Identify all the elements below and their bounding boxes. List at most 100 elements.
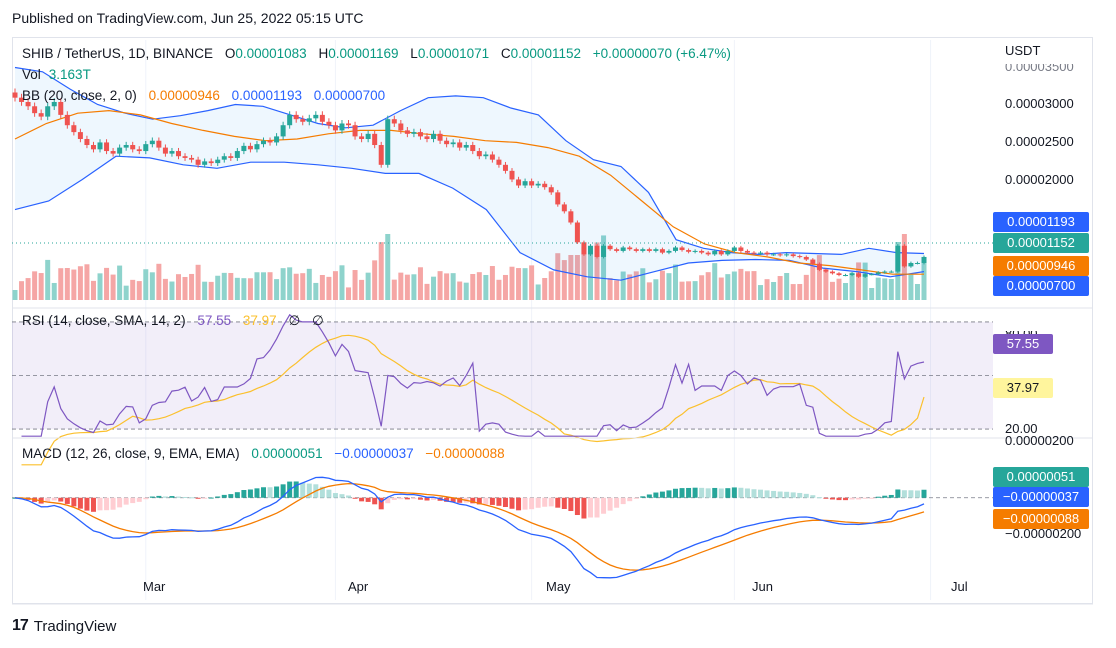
candle-body (306, 118, 312, 122)
volume-bar (437, 271, 443, 300)
macd-hist-bar (614, 497, 620, 508)
volume-bar (581, 246, 587, 300)
macd-hist-bar (97, 497, 103, 511)
macd-hist-bar (771, 490, 777, 498)
volume-bar (228, 272, 234, 300)
candle-body (882, 271, 888, 273)
macd-hist-bar (149, 496, 155, 498)
macd-hist-bar (162, 496, 168, 498)
volume-bar (143, 269, 149, 300)
tradingview-logo[interactable]: 17 TradingView (12, 617, 116, 635)
candle-body (404, 130, 410, 134)
candle-body (372, 133, 378, 146)
macd-hist-bar (156, 495, 162, 498)
macd-hist-bar (738, 487, 744, 498)
candle-body (58, 101, 64, 115)
macd-hist-bar (247, 489, 253, 498)
volume-bar (535, 284, 541, 300)
candle-body (888, 271, 894, 273)
macd-hist-bar (104, 497, 110, 511)
volume-bar (332, 271, 338, 300)
x-tick-label: May (546, 579, 571, 594)
macd-hist-bar (731, 487, 737, 498)
macd-hist-bar (117, 497, 123, 508)
volume-bar (19, 281, 25, 300)
candle-body (816, 263, 822, 270)
macd-hist-bar (90, 497, 96, 512)
volume-bar (561, 260, 567, 300)
volume-bar (97, 273, 103, 300)
bb-legend: BB (20, close, 2, 0) 0.00000946 0.000011… (22, 88, 386, 103)
macd-axis-label: 0.00000200 (1005, 433, 1074, 448)
currency-label: USDT (1005, 43, 1041, 58)
candle-body (411, 132, 417, 134)
macd-hist-bar (444, 497, 450, 502)
volume-bar (457, 281, 463, 300)
macd-hist-bar (699, 487, 705, 498)
candle-body (228, 156, 234, 158)
macd-hist-bar (587, 497, 593, 518)
candle-body (869, 274, 875, 276)
macd-hist-bar (339, 494, 345, 498)
macd-hist-bar (914, 490, 920, 498)
macd-hist-bar (686, 487, 692, 498)
macd-hist-bar (627, 497, 633, 502)
macd-hist-bar (130, 497, 136, 504)
candle-body (509, 170, 515, 180)
candle-body (803, 256, 809, 260)
candle-body (640, 249, 646, 251)
candle-body (463, 145, 469, 148)
candle-body (90, 145, 96, 150)
macd-hist-bar (332, 493, 338, 498)
macd-hist-bar (921, 489, 927, 498)
macd-hist-bar (319, 486, 325, 498)
candle-body (653, 249, 659, 251)
candle-body (738, 247, 744, 251)
macd-hist-bar (431, 497, 437, 500)
rsi-ma-value: 37.97 (242, 313, 277, 328)
macd-hist-bar (372, 497, 378, 505)
macd-hist-bar (829, 497, 835, 500)
volume-bar (391, 279, 397, 300)
macd-hist-bar (234, 492, 240, 498)
candle-body (496, 159, 502, 165)
volume-bar (914, 284, 920, 300)
macd-hist-bar (633, 497, 639, 499)
volume-bar (555, 253, 561, 300)
candle-body (568, 211, 574, 223)
volume-bar (293, 273, 299, 300)
bb-upper-value: 0.00001193 (231, 88, 302, 103)
candle-body (417, 132, 423, 137)
bb-basis-tag: 0.00000946 (993, 256, 1089, 276)
candle-body (895, 245, 901, 272)
candle-body (221, 156, 227, 160)
candle-body (359, 136, 365, 139)
candle-body (489, 154, 495, 160)
volume-bar (195, 264, 201, 300)
volume-bar (489, 266, 495, 300)
candle-body (764, 252, 770, 255)
x-tick-label: Jun (752, 579, 773, 594)
published-caption: Published on TradingView.com, Jun 25, 20… (12, 10, 364, 26)
candle-body (594, 245, 600, 257)
candle-body (77, 132, 83, 139)
volume-bar (476, 272, 482, 300)
volume-bar (882, 278, 888, 300)
macd-hist-bar (594, 497, 600, 518)
macd-signal-value: −0.00000088 (425, 446, 505, 461)
volume-bar (267, 272, 273, 300)
macd-hist-bar (856, 497, 862, 500)
candle-body (64, 114, 70, 126)
volume-bar (470, 274, 476, 300)
volume-bar (175, 274, 181, 300)
volume-bar (627, 274, 633, 300)
volume-bar (254, 272, 260, 300)
candle-body (38, 113, 44, 117)
main-legend: SHIB / TetherUS, 1D, BINANCE O0.00001083… (22, 46, 731, 61)
volume-bar (25, 278, 31, 300)
candle-body (71, 125, 77, 133)
macd-hist-bar (293, 481, 299, 498)
volume-bar (444, 273, 450, 300)
macd-hist-bar (672, 488, 678, 498)
